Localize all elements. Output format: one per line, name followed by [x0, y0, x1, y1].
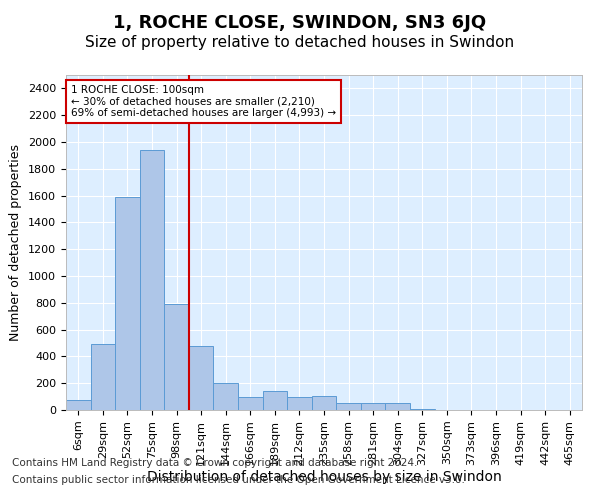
Bar	[312, 396, 336, 410]
Text: Size of property relative to detached houses in Swindon: Size of property relative to detached ho…	[85, 35, 515, 50]
Y-axis label: Number of detached properties: Number of detached properties	[10, 144, 22, 341]
X-axis label: Distribution of detached houses by size in Swindon: Distribution of detached houses by size …	[146, 470, 502, 484]
Bar	[385, 402, 410, 410]
Bar	[287, 396, 312, 410]
Bar	[91, 344, 115, 410]
Text: 1, ROCHE CLOSE, SWINDON, SN3 6JQ: 1, ROCHE CLOSE, SWINDON, SN3 6JQ	[113, 14, 487, 32]
Bar	[361, 402, 385, 410]
Text: 1 ROCHE CLOSE: 100sqm
← 30% of detached houses are smaller (2,210)
69% of semi-d: 1 ROCHE CLOSE: 100sqm ← 30% of detached …	[71, 85, 336, 118]
Bar	[336, 402, 361, 410]
Bar	[263, 391, 287, 410]
Text: Contains public sector information licensed under the Open Government Licence v3: Contains public sector information licen…	[12, 475, 465, 485]
Bar	[66, 400, 91, 410]
Text: Contains HM Land Registry data © Crown copyright and database right 2024.: Contains HM Land Registry data © Crown c…	[12, 458, 418, 468]
Bar	[115, 197, 140, 410]
Bar	[214, 383, 238, 410]
Bar	[189, 346, 214, 410]
Bar	[238, 396, 263, 410]
Bar	[410, 408, 434, 410]
Bar	[140, 150, 164, 410]
Bar	[164, 304, 189, 410]
